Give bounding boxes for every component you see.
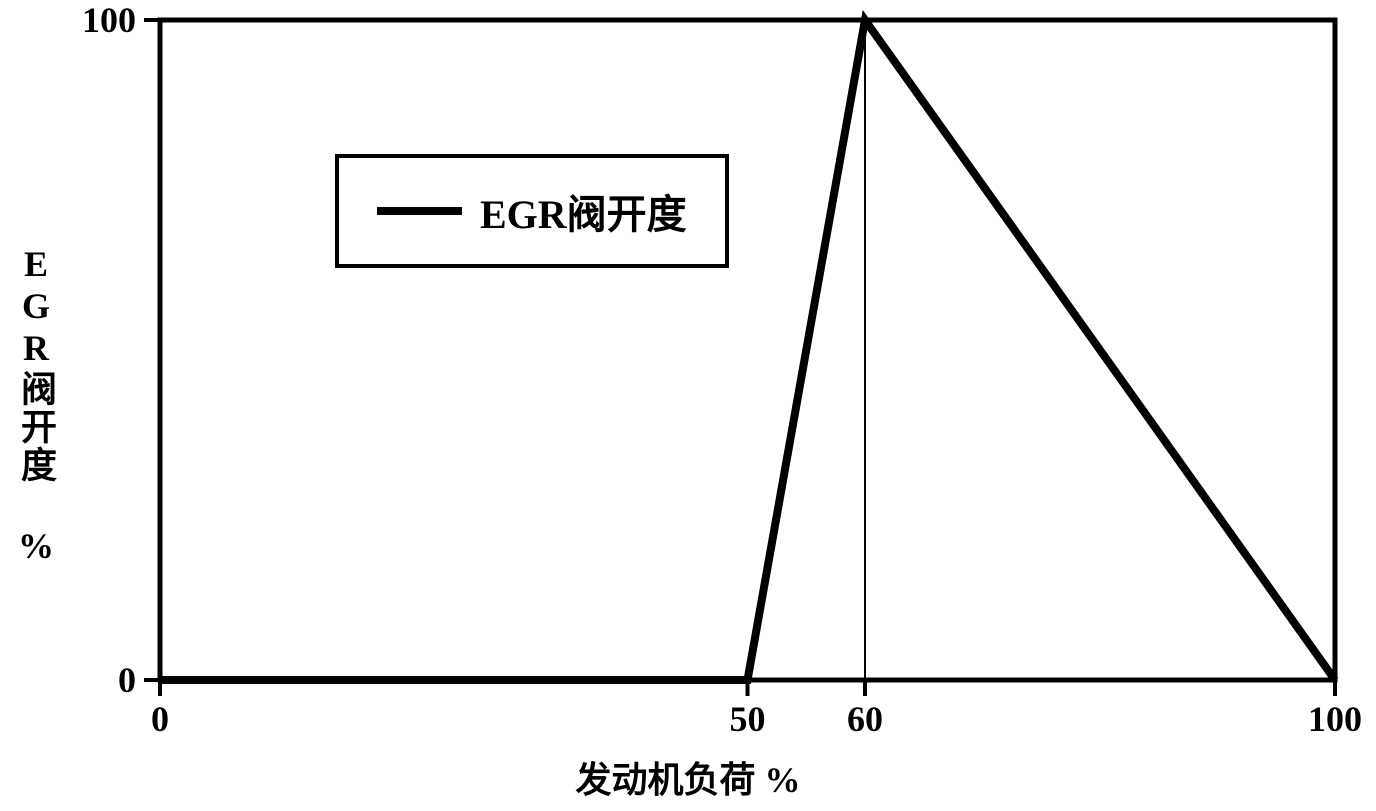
tick-label: 100 xyxy=(82,0,136,41)
legend-label: EGR阀开度 xyxy=(480,182,687,240)
legend: EGR阀开度 xyxy=(335,154,729,268)
tick-label: 60 xyxy=(847,698,883,740)
x-axis-label: 发动机负荷 % xyxy=(575,751,800,803)
tick-label: 100 xyxy=(1308,698,1362,740)
tick-label: 0 xyxy=(151,698,169,740)
y-axis-label: EGR阀开度 % xyxy=(10,244,62,568)
chart-svg xyxy=(0,0,1376,811)
tick-label: 50 xyxy=(730,698,766,740)
chart-container: EGR阀开度 % 发动机负荷 % EGR阀开度 0 50 60 100 0 100 xyxy=(0,0,1376,811)
x-axis-label-text: 发动机负荷 % xyxy=(575,760,800,800)
y-axis-label-text: EGR阀开度 % xyxy=(16,244,56,568)
tick-label: 0 xyxy=(118,659,136,701)
legend-line-sample xyxy=(377,207,462,215)
